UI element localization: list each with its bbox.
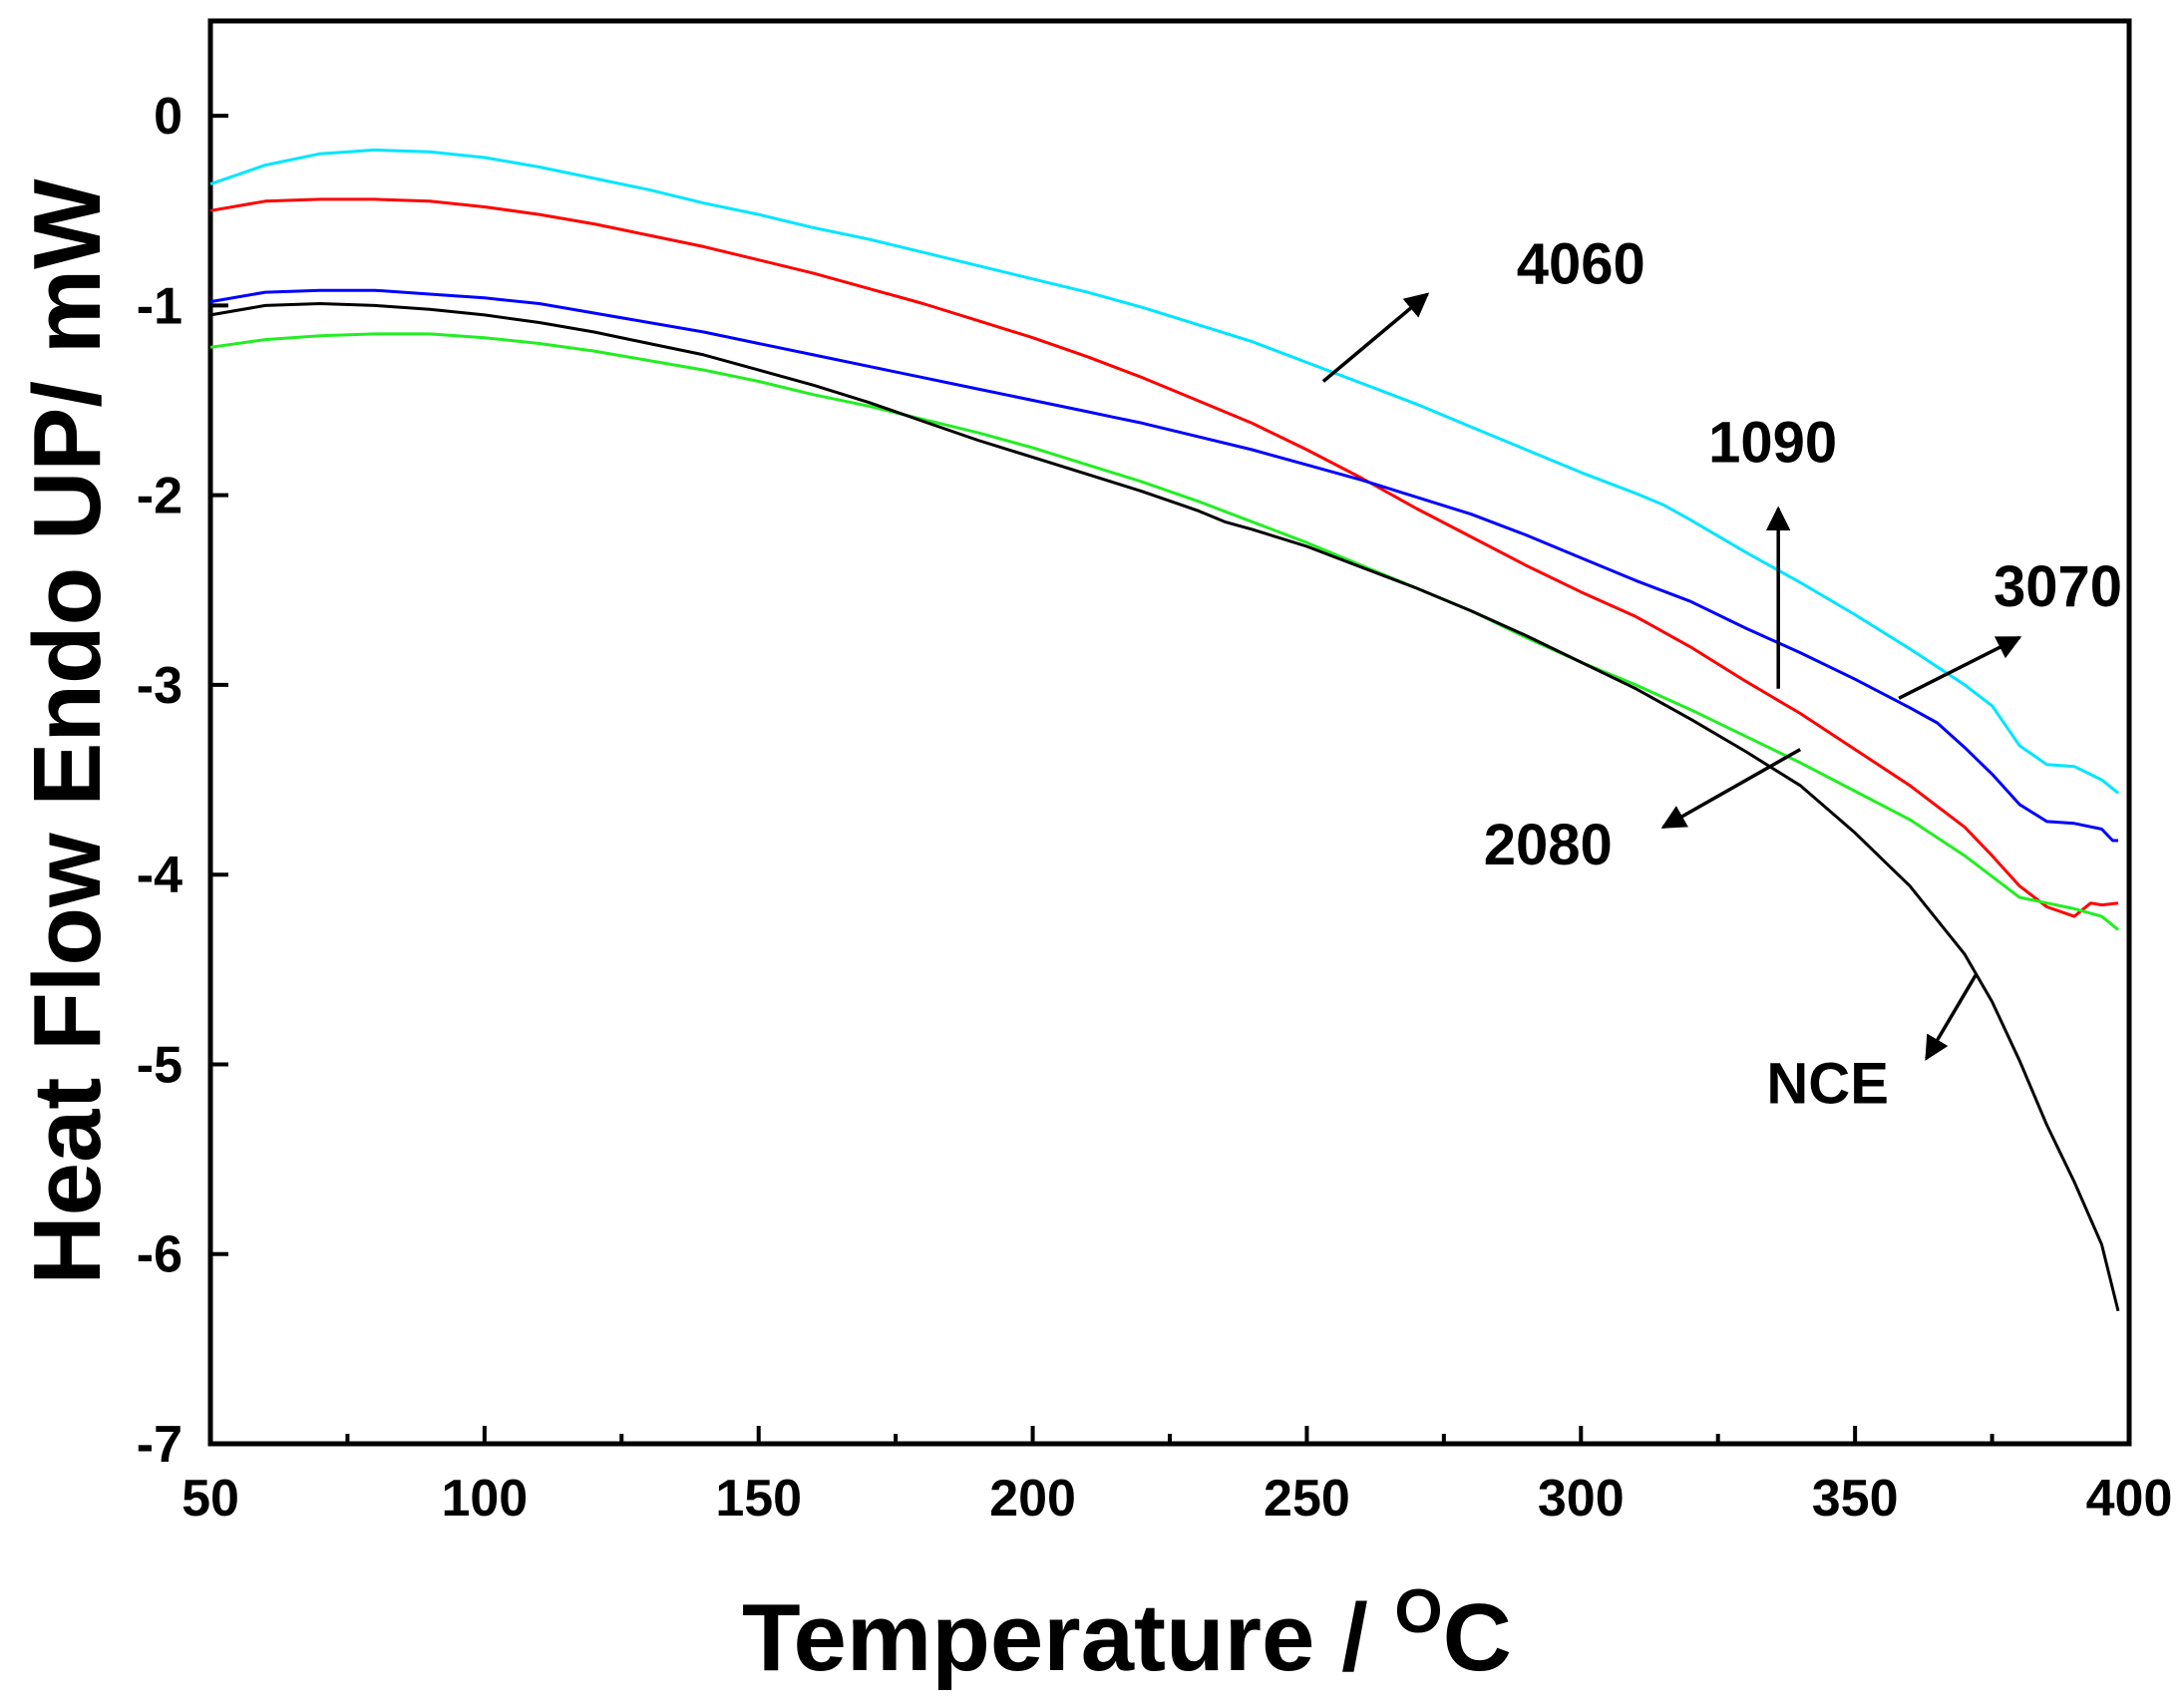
y-tick-label-0: 0 <box>154 88 182 146</box>
y-tick-label--1: -1 <box>137 277 182 335</box>
y-tick-label--4: -4 <box>137 847 182 904</box>
annotation-arrow-2080 <box>1660 748 1802 830</box>
x-tick-label-50: 50 <box>182 1470 239 1528</box>
x-axis-ticks: 50 100 150 200 250 300 350 400 <box>182 1426 2172 1528</box>
plot-frame <box>207 18 2132 1447</box>
y-tick-label--2: -2 <box>137 468 182 525</box>
annotation-label-2080: 2080 <box>1484 813 1613 877</box>
x-axis-title: Temperature / OC <box>742 1577 1512 1691</box>
annotation-label-nce: NCE <box>1766 1051 1888 1116</box>
y-tick-label--5: -5 <box>137 1036 182 1094</box>
annotation-arrow-4060 <box>1321 292 1430 383</box>
x-tick-label-300: 300 <box>1538 1470 1625 1528</box>
x-tick-label-400: 400 <box>2086 1470 2173 1528</box>
y-axis-ticks: 0 -1 -2 -3 -4 -5 -6 -7 <box>137 88 228 1474</box>
series-line-nce <box>209 302 2120 1312</box>
y-axis-title: Heat Flow Endo UP/ mW <box>14 178 121 1285</box>
series-layer <box>209 148 2120 1312</box>
x-axis-title-main: Temperature / <box>742 1584 1394 1691</box>
annotation-label-4060: 4060 <box>1517 232 1645 297</box>
x-tick-label-350: 350 <box>1812 1470 1899 1528</box>
x-axis-title-superscript: O <box>1394 1577 1442 1646</box>
annotation-label-3070: 3070 <box>1994 554 2122 619</box>
y-tick-label--7: -7 <box>137 1416 182 1474</box>
series-line-3070 <box>209 288 2118 843</box>
x-tick-label-250: 250 <box>1264 1470 1350 1528</box>
x-tick-label-200: 200 <box>989 1470 1076 1528</box>
series-line-1090 <box>209 197 2119 918</box>
x-tick-label-100: 100 <box>441 1470 528 1528</box>
annotation-layer: 4060 1090 3070 2080 NCE <box>1321 232 2122 1116</box>
series-line-4060 <box>209 148 2119 795</box>
annotation-arrow-nce <box>1925 974 1978 1061</box>
annotation-label-1090: 1090 <box>1708 410 1837 475</box>
annotation-arrow-3070 <box>1898 635 2022 700</box>
x-tick-label-150: 150 <box>715 1470 802 1528</box>
y-tick-label--6: -6 <box>137 1226 182 1284</box>
series-line-2080 <box>209 332 2119 931</box>
x-axis-title-unit: C <box>1443 1584 1512 1691</box>
y-tick-label--3: -3 <box>137 657 182 715</box>
